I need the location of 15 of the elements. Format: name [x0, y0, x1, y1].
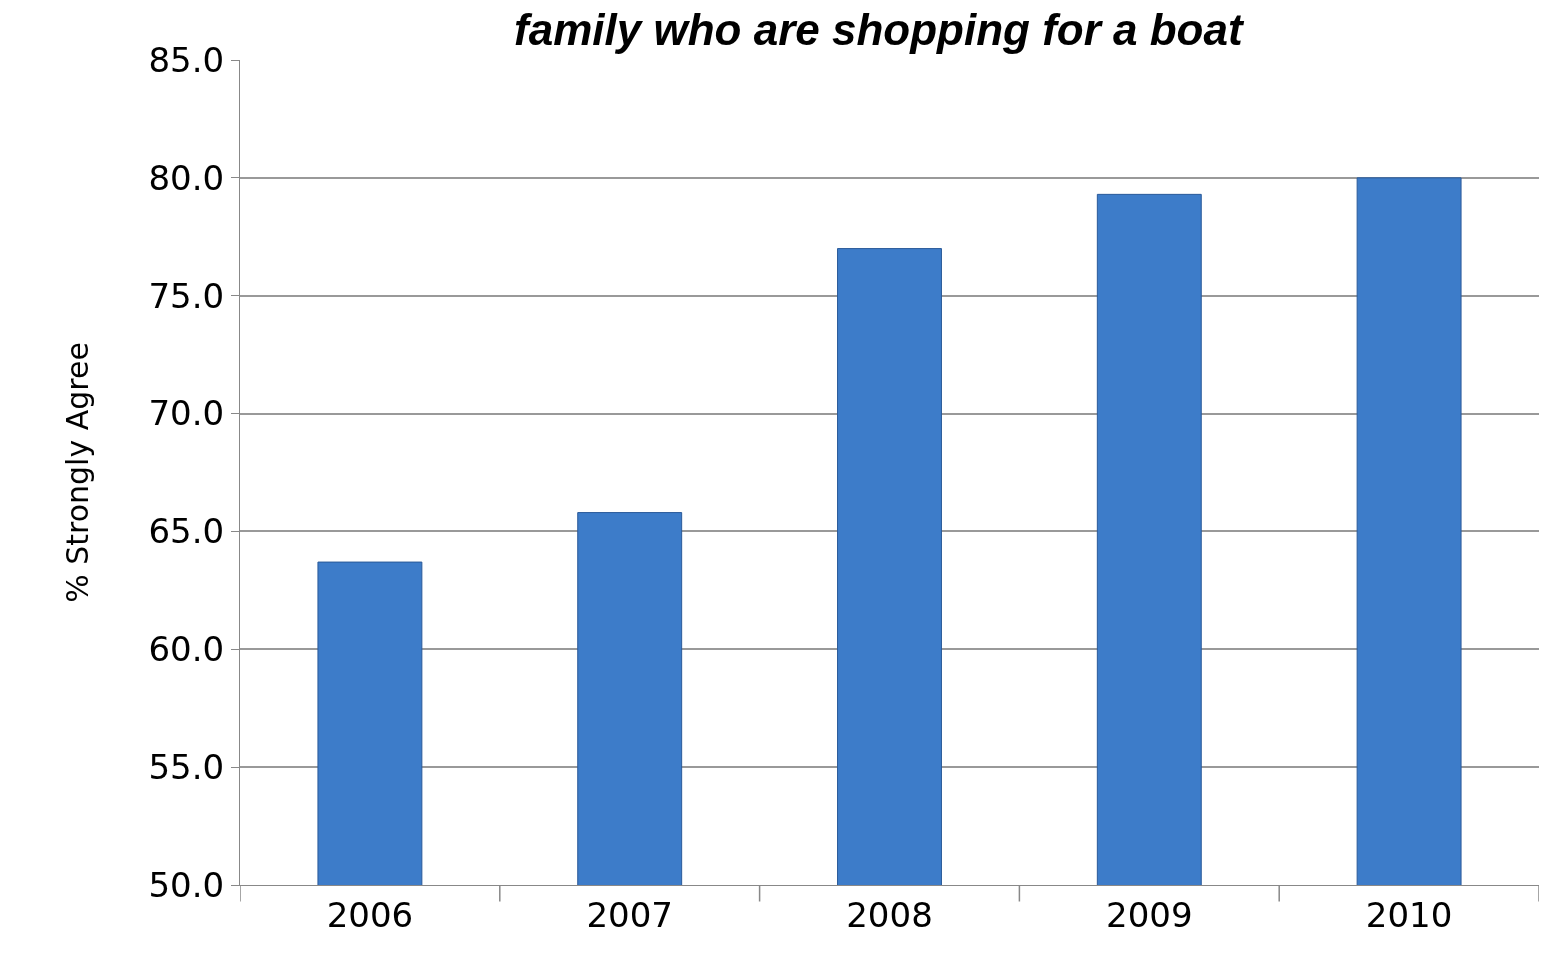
y-axis-title: % Strongly Agree: [60, 342, 96, 603]
x-tick-label: 2006: [326, 894, 414, 935]
y-tick-label: 75.0: [148, 275, 225, 316]
y-tick-label: 80.0: [148, 157, 225, 198]
y-tick-label: 60.0: [148, 629, 225, 670]
x-tick-label: 2009: [1106, 894, 1193, 935]
x-tick-label: 2007: [586, 894, 673, 935]
x-tick-label: 2008: [846, 894, 933, 935]
y-tick-label: 65.0: [148, 511, 225, 552]
y-tick-label: 55.0: [148, 747, 225, 788]
y-tick-label: 50.0: [148, 864, 225, 905]
y-tick-label: 70.0: [148, 393, 225, 434]
x-tick-label: 2010: [1365, 894, 1453, 935]
y-tick-label: 85.0: [148, 39, 225, 80]
chart-title: family who are shopping for a boat: [514, 5, 1245, 55]
